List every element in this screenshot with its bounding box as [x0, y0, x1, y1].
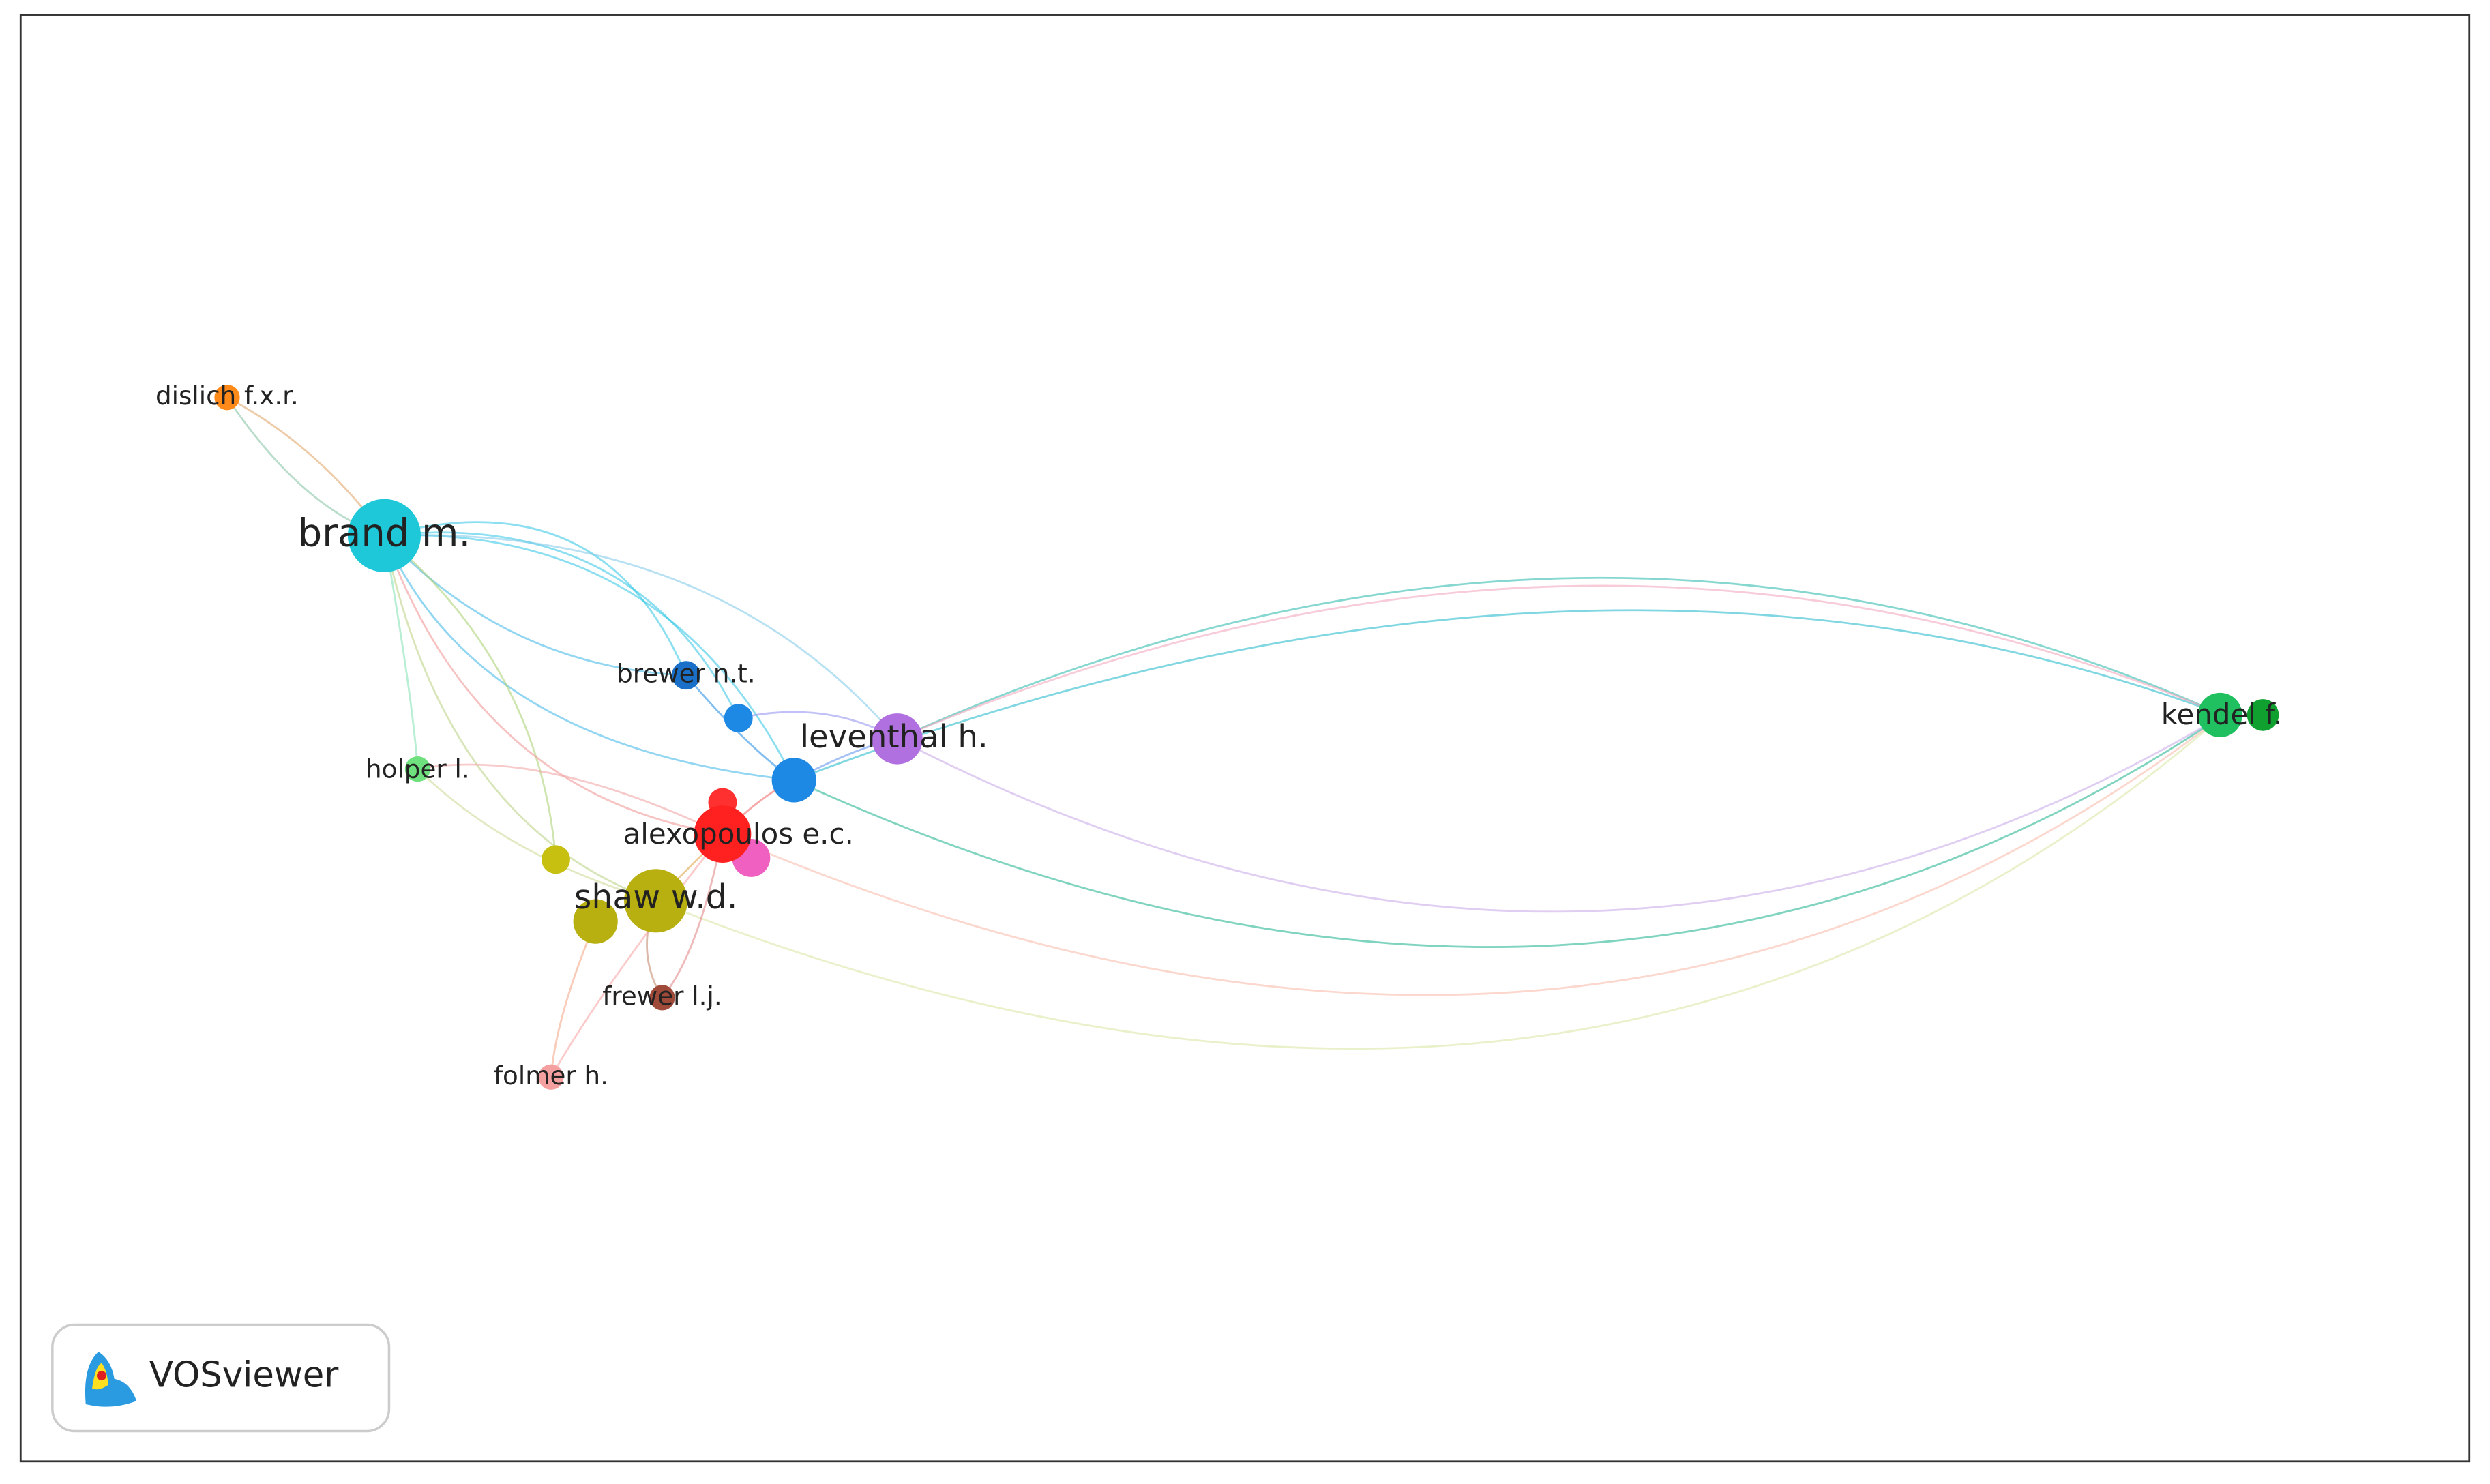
node-label: leventhal h. [800, 718, 988, 755]
nodes [214, 385, 2279, 1090]
edge [793, 714, 2224, 948]
edge [384, 534, 795, 781]
edges [226, 396, 2224, 1078]
node-label: frewer l.j. [602, 981, 722, 1011]
edge [550, 921, 597, 1078]
edge [896, 576, 2224, 740]
edge [383, 535, 723, 835]
edge [550, 833, 724, 1078]
logo: VOSviewer [51, 1323, 391, 1433]
edge [661, 833, 724, 998]
node [573, 899, 618, 944]
node [872, 713, 923, 765]
logo-box [51, 1323, 391, 1433]
node-label: holper l. [366, 754, 470, 784]
node-label: shaw w.d. [574, 878, 737, 917]
logo-icon [97, 1371, 107, 1381]
node [624, 869, 688, 933]
labels: dislich f.x.r. brand m. brewer n.t. leve… [155, 381, 2282, 1090]
node [694, 805, 752, 863]
edge [383, 535, 795, 782]
edge [417, 763, 724, 835]
edge [384, 531, 739, 719]
node-label: alexopoulos e.c. [623, 817, 854, 850]
node [2197, 692, 2242, 738]
logo-text: VOSviewer [149, 1354, 339, 1395]
node [771, 758, 816, 803]
node-label: brand m. [298, 511, 471, 555]
node-label: dislich f.x.r. [155, 381, 299, 411]
edge [383, 535, 419, 769]
node [214, 385, 240, 411]
node [347, 499, 421, 572]
edge [655, 714, 2224, 1050]
node [541, 845, 570, 874]
edge [383, 535, 657, 902]
node-label: brewer n.t. [617, 659, 756, 689]
node [404, 756, 431, 782]
edge [384, 534, 898, 740]
edge [417, 768, 657, 902]
node-label: folmer h. [494, 1060, 608, 1090]
node [2247, 699, 2279, 731]
node-label: kendel f. [2161, 698, 2283, 731]
node [671, 661, 700, 690]
edge [722, 714, 2224, 996]
logo-icon [85, 1352, 137, 1407]
edge [793, 609, 2224, 782]
edge [384, 521, 687, 676]
edge [897, 584, 2224, 740]
node [724, 704, 753, 733]
node [649, 985, 675, 1011]
edge [383, 535, 686, 677]
edge [896, 714, 2224, 913]
edge [383, 535, 557, 860]
node [538, 1064, 564, 1090]
frame [19, 14, 2471, 1463]
